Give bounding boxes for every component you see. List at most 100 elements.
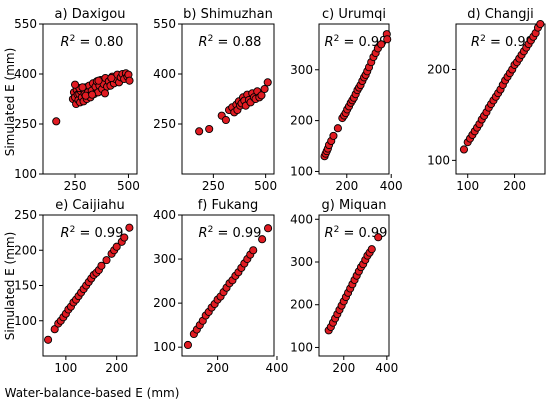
data-point: [249, 246, 258, 255]
x-tick-label: 500: [117, 179, 140, 193]
x-tick-label: 200: [206, 361, 229, 375]
data-point: [125, 223, 134, 232]
x-tick-label: 100: [54, 361, 77, 375]
data-point: [263, 78, 272, 87]
y-tick-label: 100: [14, 314, 37, 328]
data-point: [94, 76, 103, 85]
data-point: [70, 80, 80, 89]
data-point: [52, 117, 61, 126]
data-point: [102, 256, 111, 265]
y-tick-label: 200: [290, 298, 313, 312]
data-point: [459, 145, 469, 154]
y-tick-label: 200: [153, 296, 176, 310]
y-axis-label-bottom: Simulated E (mm): [3, 232, 17, 341]
panel-5: e) Caijiahu 100 200 100 150 200 250 R2 = 0.99: [14, 198, 138, 375]
x-tick-label: 200: [335, 179, 358, 193]
data-point: [100, 89, 110, 98]
data-point: [125, 76, 134, 85]
plot-frame: [455, 23, 546, 175]
y-tick-label: 100: [153, 340, 176, 354]
y-axis-label-top: Simulated E (mm): [3, 48, 17, 157]
panel-title: g) Miquan: [322, 198, 387, 213]
y-tick-label: 100: [14, 167, 37, 181]
y-tick-label: 250: [153, 117, 176, 131]
plot-frame: [42, 23, 138, 175]
panel-title: e) Caijiahu: [55, 198, 125, 213]
y-tick-label: 550: [153, 17, 176, 31]
panel-6: f) Fukang 200 400 100 200 300 400 R2 = 0.99: [153, 198, 288, 375]
x-tick-label: 200: [332, 361, 355, 375]
y-tick-label: 300: [153, 252, 176, 266]
x-tick-label: 500: [254, 179, 277, 193]
x-axis-label: Water-balance-based E (mm): [5, 386, 180, 400]
y-tick-label: 100: [427, 153, 450, 167]
panel-1: a) Daxigou 250 500 100 250 400 550 R2 = 0.80: [14, 7, 140, 193]
r-squared-annotation: R2 = 0.99: [61, 225, 124, 241]
y-tick-label: 200: [14, 243, 37, 257]
panel-title: d) Changji: [467, 7, 533, 22]
data-point: [107, 73, 116, 83]
data-point: [329, 131, 338, 140]
data-point: [367, 245, 376, 254]
x-tick-label: 400: [375, 361, 398, 375]
panel-title: c) Urumqi: [322, 7, 386, 22]
x-tick-label: 100: [456, 179, 479, 193]
data-point: [377, 40, 386, 49]
x-tick-label: 400: [380, 179, 403, 193]
y-tick-label: 400: [290, 212, 313, 226]
x-tick-label: 200: [105, 361, 128, 375]
data-point: [221, 115, 230, 125]
y-tick-label: 300: [290, 255, 313, 269]
data-point: [195, 127, 204, 136]
data-point: [120, 233, 129, 242]
y-tick-label: 400: [14, 67, 37, 81]
x-tick-label: 200: [503, 179, 526, 193]
y-tick-label: 200: [427, 62, 450, 76]
y-tick-label: 300: [290, 63, 313, 77]
panel-2: b) Shimuzhan 250 500 250 400 550 R2 = 0.88: [153, 7, 277, 193]
data-point: [333, 124, 342, 133]
x-tick-label: 400: [266, 361, 289, 375]
x-tick-label: 250: [202, 179, 225, 193]
data-point: [112, 242, 121, 251]
data-point: [205, 124, 214, 134]
y-tick-label: 100: [290, 164, 313, 178]
data-point: [78, 83, 87, 92]
y-tick-label: 100: [290, 340, 313, 354]
data-point: [264, 224, 273, 233]
panel-4: d) Changji 100 200 100 200 R2 = 0.99: [427, 7, 546, 193]
x-tick-label: 250: [64, 179, 87, 193]
data-point: [374, 233, 383, 242]
data-point: [383, 35, 392, 44]
data-point: [88, 90, 97, 99]
data-point: [183, 340, 192, 350]
panel-title: f) Fukang: [198, 198, 259, 213]
data-point: [97, 261, 106, 270]
y-tick-label: 550: [14, 17, 37, 31]
data-point: [258, 235, 267, 244]
plot-frame: [181, 23, 275, 175]
y-tick-label: 250: [14, 208, 37, 222]
data-point: [536, 19, 545, 29]
data-point: [50, 325, 59, 334]
r-squared-annotation: R2 = 0.99: [471, 34, 534, 50]
r-squared-annotation: R2 = 0.88: [199, 34, 262, 50]
plot-frame: [318, 23, 390, 175]
data-point: [44, 335, 53, 344]
y-tick-label: 200: [290, 114, 313, 128]
data-point: [257, 91, 266, 100]
y-tick-label: 400: [153, 67, 176, 81]
panel-title: b) Shimuzhan: [183, 7, 273, 22]
r-squared-annotation: R2 = 0.99: [199, 225, 262, 241]
y-tick-label: 150: [14, 279, 37, 293]
r-squared-annotation: R2 = 0.80: [61, 34, 124, 50]
y-tick-label: 400: [153, 208, 176, 222]
plot-frame: [181, 214, 275, 357]
y-tick-label: 250: [14, 117, 37, 131]
panel-title: a) Daxigou: [55, 7, 126, 22]
plot-frame: [318, 214, 390, 357]
data-point: [260, 84, 269, 94]
